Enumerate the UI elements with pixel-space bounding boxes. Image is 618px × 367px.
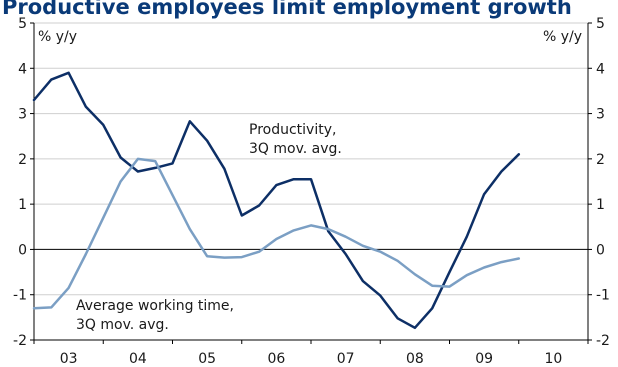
y-tick-label-left: 3	[18, 107, 27, 123]
x-tick-label: 06	[267, 351, 285, 367]
series-line-productivity	[32, 71, 521, 330]
y-tick-label-left: 0	[18, 242, 27, 258]
annotation-working_time: Average working time,	[76, 298, 234, 314]
series-lines	[32, 71, 521, 330]
x-tick-label: 10	[544, 351, 562, 367]
y-tick-label-right: 1	[596, 197, 605, 213]
y-tick-label-left: -1	[13, 288, 27, 304]
y-unit-left: % y/y	[38, 29, 77, 45]
y-tick-label-left: 2	[18, 152, 27, 168]
annotation-working_time: 3Q mov. avg.	[76, 317, 169, 333]
x-axis: 03 04 05 06 07 08 09 10	[33, 340, 589, 367]
y-tick-label-left: 1	[18, 197, 27, 213]
annotation-productivity: Productivity,	[249, 122, 336, 138]
series-line-working_time	[32, 157, 521, 310]
y-unit-right: % y/y	[543, 29, 582, 45]
chart-title: Productive employees limit employment gr…	[2, 0, 572, 19]
y-tick-label-right: 5	[596, 16, 605, 32]
x-tick-label: 03	[60, 351, 78, 367]
annotations: Productivity, 3Q mov. avg. Average working…	[76, 122, 342, 333]
y-tick-label-left: 5	[18, 16, 27, 32]
y-tick-label-right: -2	[596, 333, 610, 349]
y-tick-label-right: 0	[596, 242, 605, 258]
x-tick-label: 05	[198, 351, 216, 367]
y-tick-label-right: 3	[596, 107, 605, 123]
y-tick-label-right: 2	[596, 152, 605, 168]
annotation-productivity: 3Q mov. avg.	[249, 141, 342, 157]
y-tick-label-left: 4	[18, 61, 27, 77]
y-axis-left: 5 4 3 2 1 0 -1 -2	[13, 16, 34, 349]
x-tick-label: 07	[337, 351, 355, 367]
x-tick-label: 04	[129, 351, 147, 367]
x-tick-label: 09	[475, 351, 493, 367]
y-tick-label-right: -1	[596, 288, 610, 304]
y-tick-label-left: -2	[13, 333, 27, 349]
x-tick-label: 08	[406, 351, 424, 367]
y-axis-right: 5 4 3 2 1 0 -1 -2	[588, 16, 610, 349]
y-tick-label-right: 4	[596, 61, 605, 77]
